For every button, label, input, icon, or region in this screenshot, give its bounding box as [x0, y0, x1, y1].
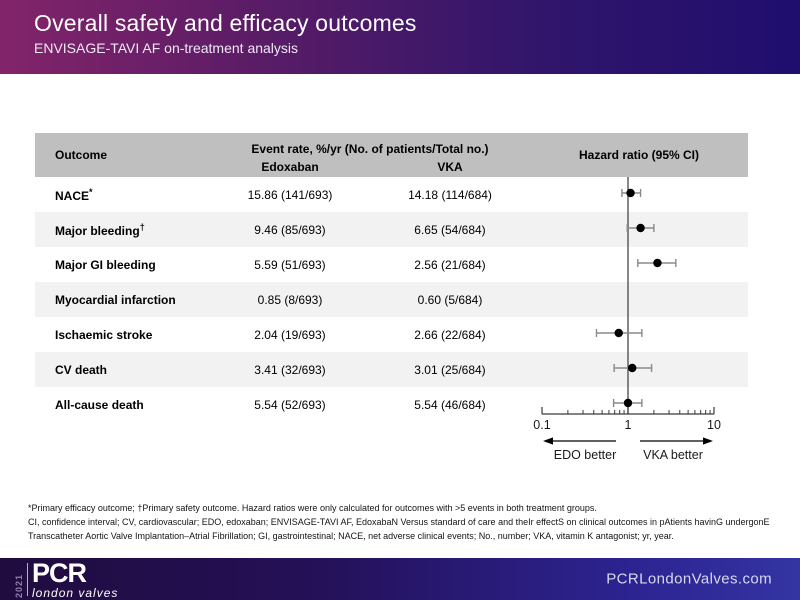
footnote-line-1: *Primary efficacy outcome; †Primary safe… [28, 503, 597, 513]
logo-text: PCR london valves [32, 558, 119, 600]
vka-value: 0.60 (5/684) [417, 292, 483, 307]
edoxaban-value: 2.04 (19/693) [254, 327, 326, 342]
column-header-outcome: Outcome [55, 148, 108, 162]
edoxaban-value: 0.85 (8/693) [257, 292, 323, 307]
column-header-event-rate: Event rate, %/yr (No. of patients/Total … [251, 142, 489, 156]
table-row: Major GI bleeding 5.59 (51/693) 2.56 (21/6… [35, 247, 748, 282]
column-header-hazard-ratio: Hazard ratio (95% CI) [578, 148, 700, 162]
table-row: CV death 3.41 (32/693) 3.01 (25/684) [35, 352, 748, 387]
logo-divider [27, 563, 28, 596]
vka-value: 2.56 (21/684) [414, 257, 486, 272]
pcr-london-valves-logo: 2021 PCR london valves [14, 558, 119, 600]
table-row: Myocardial infarction 0.85 (8/693) 0.60 (5… [35, 282, 748, 317]
outcome-label: Major bleeding† [55, 221, 145, 238]
outcomes-table: Outcome Event rate, %/yr (No. of patient… [35, 133, 748, 422]
table-row: NACE* 15.86 (141/693) 14.18 (114/684) [35, 177, 748, 212]
logo-pcr: PCR [32, 558, 87, 588]
outcome-label: NACE* [55, 186, 93, 203]
column-header-edoxaban: Edoxaban [261, 159, 319, 174]
footer-bar: 2021 PCR london valves PCRLondonValves.c… [0, 558, 800, 600]
logo-year: 2021 [14, 573, 24, 598]
outcome-label: Myocardial infarction [55, 292, 176, 307]
vka-value: 3.01 (25/684) [414, 362, 486, 377]
slide-title: Overall safety and efficacy outcomes [34, 10, 417, 36]
footnote-line-2: CI, confidence interval; CV, cardiovascu… [28, 516, 770, 527]
column-subheaders: Edoxaban VKA [210, 156, 530, 177]
outcome-label: Major GI bleeding [55, 257, 156, 272]
svg-text:EDO better: EDO better [554, 448, 617, 462]
footnotes: *Primary efficacy outcome; †Primary safe… [28, 502, 786, 544]
table-body: NACE* 15.86 (141/693) 14.18 (114/684) Major… [35, 177, 748, 422]
table-row: Ischaemic stroke 2.04 (19/693) 2.66 (22/68… [35, 317, 748, 352]
edoxaban-value: 3.41 (32/693) [254, 362, 326, 377]
table-row: Major bleeding† 9.46 (85/693) 6.65 (54/684… [35, 212, 748, 247]
edoxaban-value: 15.86 (141/693) [247, 187, 333, 202]
slide-header: Overall safety and efficacy outcomes ENV… [0, 0, 800, 74]
column-header-vka: VKA [437, 159, 463, 174]
vka-value: 2.66 (22/684) [414, 327, 486, 342]
vka-value: 6.65 (54/684) [414, 222, 486, 237]
table-row: All-cause death 5.54 (52/693) 5.54 (46/684… [35, 387, 748, 422]
edoxaban-value: 5.59 (51/693) [254, 257, 326, 272]
outcome-label: Ischaemic stroke [55, 327, 153, 342]
svg-text:VKA better: VKA better [643, 448, 703, 462]
slide-subtitle: ENVISAGE-TAVI AF on-treatment analysis [34, 39, 299, 56]
edoxaban-value: 9.46 (85/693) [254, 222, 326, 237]
logo-london-valves: london valves [32, 585, 119, 600]
vka-value: 14.18 (114/684) [408, 187, 492, 202]
table-header-row: Outcome Event rate, %/yr (No. of patient… [35, 133, 748, 177]
outcome-label: CV death [55, 362, 108, 377]
edoxaban-value: 5.54 (52/693) [254, 397, 326, 412]
vka-value: 5.54 (46/684) [414, 397, 486, 412]
outcome-label: All-cause death [55, 397, 144, 412]
column-group-event-rate: Event rate, %/yr (No. of patients/Total … [210, 133, 530, 177]
footer-website: PCRLondonValves.com [606, 570, 772, 588]
footnote-line-3: Transcatheter Aortic Valve Implantation–… [28, 530, 674, 541]
